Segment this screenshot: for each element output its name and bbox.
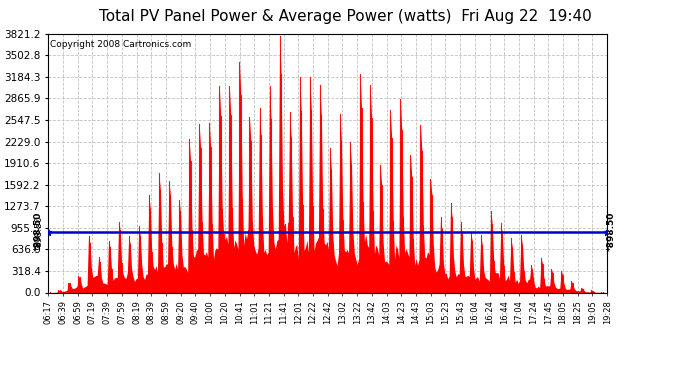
Text: Total PV Panel Power & Average Power (watts)  Fri Aug 22  19:40: Total PV Panel Power & Average Power (wa… (99, 9, 591, 24)
Text: Copyright 2008 Cartronics.com: Copyright 2008 Cartronics.com (50, 40, 191, 49)
Text: *898.50: *898.50 (607, 212, 616, 251)
Text: *898.50: *898.50 (34, 212, 43, 251)
